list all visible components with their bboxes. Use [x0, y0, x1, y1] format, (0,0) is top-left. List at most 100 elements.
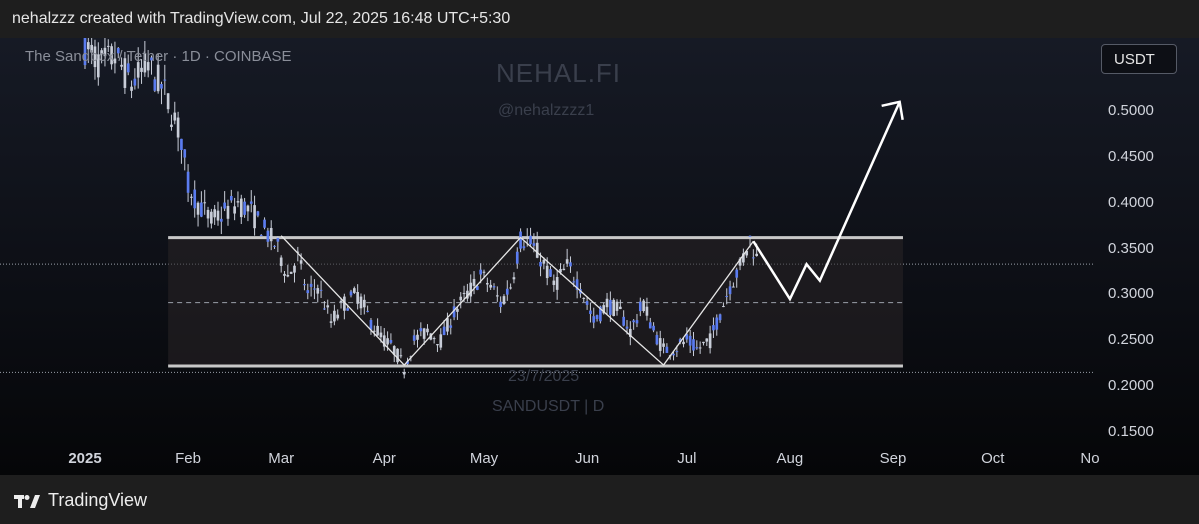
candle-body — [336, 314, 340, 319]
candle-body — [246, 205, 250, 212]
candle-body — [738, 258, 742, 266]
caption-bar: nehalzzz created with TradingView.com, J… — [0, 0, 1199, 38]
candle-body — [366, 310, 369, 312]
candle-body — [286, 274, 290, 277]
candle-body — [589, 310, 592, 314]
candle-body — [369, 319, 373, 330]
x-tick-label: Sep — [879, 450, 907, 467]
candle-body — [452, 306, 456, 318]
projection-arrowhead — [881, 100, 904, 121]
candle-body — [752, 257, 755, 259]
candle-body — [439, 334, 443, 348]
candle-body — [206, 209, 210, 219]
candle-body — [705, 338, 709, 342]
caption-text: nehalzzz created with TradingView.com, J… — [12, 10, 511, 27]
candle-body — [529, 235, 532, 245]
candle-body — [688, 335, 692, 346]
candle-body — [692, 339, 695, 351]
y-tick-label: 0.4000 — [1108, 193, 1154, 211]
candle-body — [93, 46, 97, 68]
candle-body — [658, 338, 662, 351]
candle-body — [86, 42, 90, 50]
candle-body — [632, 320, 635, 323]
candle-body — [309, 283, 313, 287]
candle-body — [622, 316, 625, 326]
x-tick-label: Mar — [268, 450, 295, 467]
candle-body — [203, 202, 207, 204]
candle-body — [226, 205, 230, 219]
candle-body — [685, 334, 689, 340]
projection-path — [752, 101, 901, 302]
candle-body — [289, 271, 293, 274]
candle-body — [678, 339, 682, 343]
candle-body — [90, 44, 93, 53]
candle-body — [735, 269, 739, 278]
candle-body — [243, 201, 246, 215]
currency-button[interactable]: USDT — [1101, 44, 1177, 74]
candle-body — [406, 361, 409, 364]
candle-body — [715, 317, 719, 330]
candle-body — [382, 335, 386, 347]
candle-body — [489, 284, 492, 288]
candle-body — [642, 300, 645, 312]
candle-body — [495, 295, 499, 297]
candle-body — [399, 355, 403, 357]
candle-body — [166, 93, 170, 110]
candle-body — [502, 296, 506, 304]
candle-body — [446, 318, 449, 332]
chart-area[interactable]: The Sandbox / Tether · 1D · COINBASE NEH… — [0, 38, 1199, 475]
candle-body — [555, 276, 559, 290]
candle-body — [462, 292, 466, 294]
x-tick-label: 2025 — [68, 450, 102, 467]
candle-body — [133, 78, 137, 86]
candle-body — [565, 259, 569, 264]
candle-body — [492, 286, 496, 288]
candle-body — [299, 260, 303, 264]
y-tick-label: 0.3500 — [1108, 239, 1154, 257]
x-tick-label: Jul — [677, 450, 697, 467]
candle-body — [176, 117, 180, 138]
price-chart[interactable] — [0, 38, 1199, 475]
candle-body — [572, 281, 576, 283]
candle-body — [628, 328, 632, 337]
candle-body — [319, 289, 323, 291]
candle-body — [160, 84, 163, 89]
candle-body — [755, 253, 759, 257]
candle-body — [648, 322, 652, 329]
watermark-handle: @nehalzzzz1 — [498, 102, 595, 119]
candle-body — [559, 268, 562, 273]
candle-body — [103, 47, 107, 57]
candle-body — [266, 230, 270, 242]
candle-body — [569, 262, 572, 267]
candle-body — [665, 346, 669, 353]
candle-body — [625, 326, 629, 329]
brand-name: TradingView — [48, 490, 148, 510]
candle-body — [615, 301, 619, 311]
candle-body — [353, 288, 356, 293]
candle-body — [652, 325, 655, 331]
candle-body — [223, 202, 226, 209]
candle-body — [745, 251, 749, 256]
candle-body — [675, 351, 679, 353]
candle-body — [416, 334, 419, 340]
candle-body — [180, 138, 183, 151]
candle-body — [612, 299, 616, 317]
candle-body — [505, 288, 509, 295]
candle-body — [216, 210, 220, 221]
candle-body — [173, 112, 177, 121]
candle-body — [316, 288, 320, 294]
candle-body — [682, 341, 685, 345]
candle-body — [522, 246, 526, 249]
candle-body — [186, 171, 190, 193]
candle-body — [619, 306, 622, 310]
candle-body — [562, 268, 566, 271]
candle-body — [96, 54, 100, 78]
candle-body — [113, 58, 117, 64]
candle-body — [732, 286, 735, 288]
candle-body — [283, 273, 286, 276]
candle-body — [253, 205, 256, 229]
candle-body — [459, 296, 463, 301]
candle-body — [389, 340, 393, 343]
candle-body — [326, 305, 330, 308]
candle-body — [472, 278, 476, 286]
